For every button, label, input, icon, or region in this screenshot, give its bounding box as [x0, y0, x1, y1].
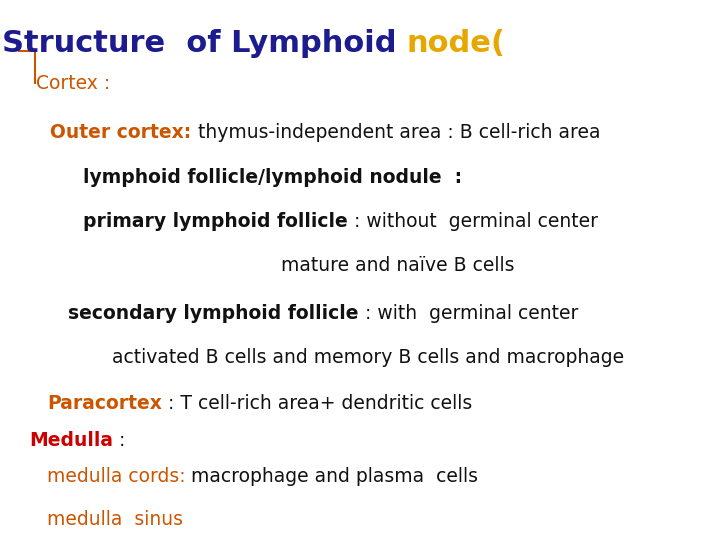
Text: Structure  of Lymphoid: Structure of Lymphoid — [1, 29, 407, 58]
Text: mature and naïve B cells: mature and naïve B cells — [281, 256, 514, 275]
Text: :: : — [113, 430, 125, 450]
Text: : with  germinal center: : with germinal center — [359, 303, 578, 323]
Text: primary lymphoid follicle: primary lymphoid follicle — [83, 212, 348, 231]
Text: thymus-independent area : B cell-rich area: thymus-independent area : B cell-rich ar… — [198, 123, 600, 142]
Text: Outer cortex:: Outer cortex: — [50, 123, 198, 142]
Text: : without  germinal center: : without germinal center — [348, 212, 598, 231]
Text: secondary lymphoid follicle: secondary lymphoid follicle — [68, 303, 359, 323]
Text: node(: node( — [407, 29, 505, 58]
Text: medulla cords:: medulla cords: — [47, 467, 192, 486]
Text: macrophage and plasma  cells: macrophage and plasma cells — [192, 467, 478, 486]
Text: Medulla: Medulla — [29, 430, 113, 450]
Text: Cortex :: Cortex : — [36, 74, 116, 93]
Text: medulla  sinus: medulla sinus — [47, 510, 183, 529]
Text: activated B cells and memory B cells and macrophage: activated B cells and memory B cells and… — [112, 348, 624, 367]
Text: lymphoid follicle/lymphoid nodule  :: lymphoid follicle/lymphoid nodule : — [83, 167, 469, 187]
Text: : T cell-rich area+ dendritic cells: : T cell-rich area+ dendritic cells — [162, 394, 472, 414]
Text: Paracortex: Paracortex — [47, 394, 162, 414]
